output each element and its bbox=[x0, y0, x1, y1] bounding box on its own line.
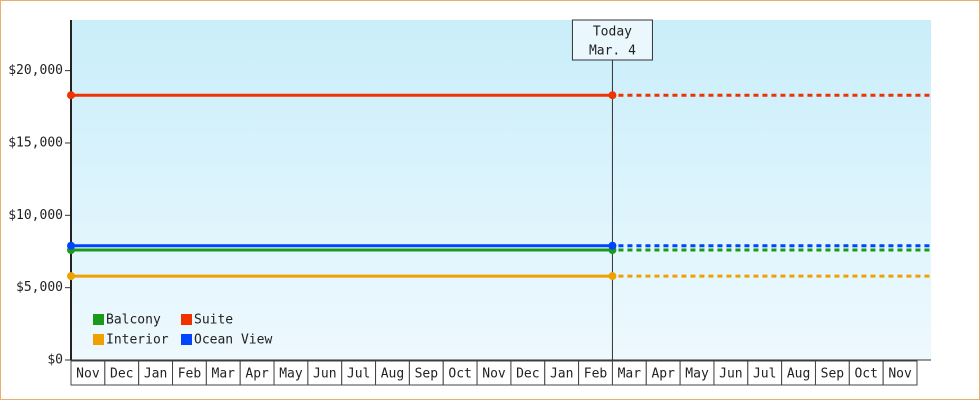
x-tick-cell bbox=[882, 360, 918, 386]
x-tick-label: Sep bbox=[415, 367, 439, 382]
x-tick-label: Oct bbox=[854, 367, 877, 382]
point bbox=[67, 91, 75, 100]
x-tick-label: Oct bbox=[448, 367, 471, 382]
x-tick-label: Jul bbox=[347, 367, 370, 382]
y-tick-label: $5,000 bbox=[16, 280, 63, 295]
x-tick-cell bbox=[442, 360, 478, 386]
point bbox=[67, 241, 75, 250]
x-tick-cell bbox=[611, 360, 647, 386]
x-tick-label: Dec bbox=[110, 367, 133, 382]
y-tick-label: $10,000 bbox=[8, 208, 63, 223]
legend-label: Balcony bbox=[106, 313, 161, 328]
plot-area bbox=[71, 20, 931, 360]
x-tick-label: Jul bbox=[753, 367, 776, 382]
legend-swatch bbox=[181, 314, 192, 325]
legend-swatch bbox=[181, 334, 192, 345]
x-tick-label: Jan bbox=[144, 367, 167, 382]
point bbox=[608, 241, 617, 250]
x-tick-cell bbox=[679, 360, 715, 386]
point bbox=[67, 272, 75, 281]
x-tick-cell bbox=[375, 360, 410, 386]
x-tick-cell bbox=[814, 360, 850, 386]
legend-label: Suite bbox=[194, 313, 233, 328]
y-tick-label: $15,000 bbox=[8, 135, 63, 150]
legend-label: Interior bbox=[106, 333, 169, 348]
point bbox=[608, 91, 617, 100]
x-tick-cell bbox=[510, 360, 546, 386]
x-tick-cell bbox=[307, 360, 343, 386]
y-tick-label: $0 bbox=[47, 353, 63, 368]
x-tick-label: Nov bbox=[76, 367, 100, 382]
legend-label: Ocean View bbox=[194, 333, 272, 348]
x-tick-label: Mar bbox=[212, 367, 236, 382]
x-tick-label: Jun bbox=[719, 367, 742, 382]
x-tick-label: May bbox=[279, 367, 303, 382]
x-tick-cell bbox=[645, 360, 681, 386]
x-tick-cell bbox=[544, 360, 580, 386]
x-tick-cell bbox=[172, 360, 207, 386]
point bbox=[608, 272, 617, 281]
x-tick-label: Aug bbox=[787, 367, 810, 382]
legend-swatch bbox=[93, 314, 104, 325]
x-tick-label: Jun bbox=[313, 367, 336, 382]
x-tick-cell bbox=[239, 360, 275, 386]
x-tick-cell bbox=[781, 360, 816, 386]
y-tick-label: $20,000 bbox=[8, 63, 63, 78]
x-tick-cell bbox=[104, 360, 140, 386]
x-tick-label: Jan bbox=[550, 367, 573, 382]
x-tick-label: Apr bbox=[245, 367, 269, 382]
x-tick-label: Aug bbox=[381, 367, 404, 382]
x-tick-label: May bbox=[685, 367, 709, 382]
x-tick-cell bbox=[747, 360, 783, 386]
today-label: Today bbox=[593, 25, 632, 40]
legend-swatch bbox=[93, 334, 104, 345]
x-tick-cell bbox=[713, 360, 749, 386]
today-label: Mar. 4 bbox=[589, 44, 636, 59]
x-tick-label: Dec bbox=[516, 367, 539, 382]
x-tick-label: Feb bbox=[584, 367, 608, 382]
x-tick-label: Nov bbox=[888, 367, 912, 382]
x-tick-label: Feb bbox=[178, 367, 202, 382]
today-box bbox=[571, 19, 653, 61]
x-tick-label: Mar bbox=[618, 367, 642, 382]
x-tick-label: Apr bbox=[651, 367, 675, 382]
x-tick-label: Nov bbox=[482, 367, 506, 382]
x-tick-label: Sep bbox=[821, 367, 845, 382]
